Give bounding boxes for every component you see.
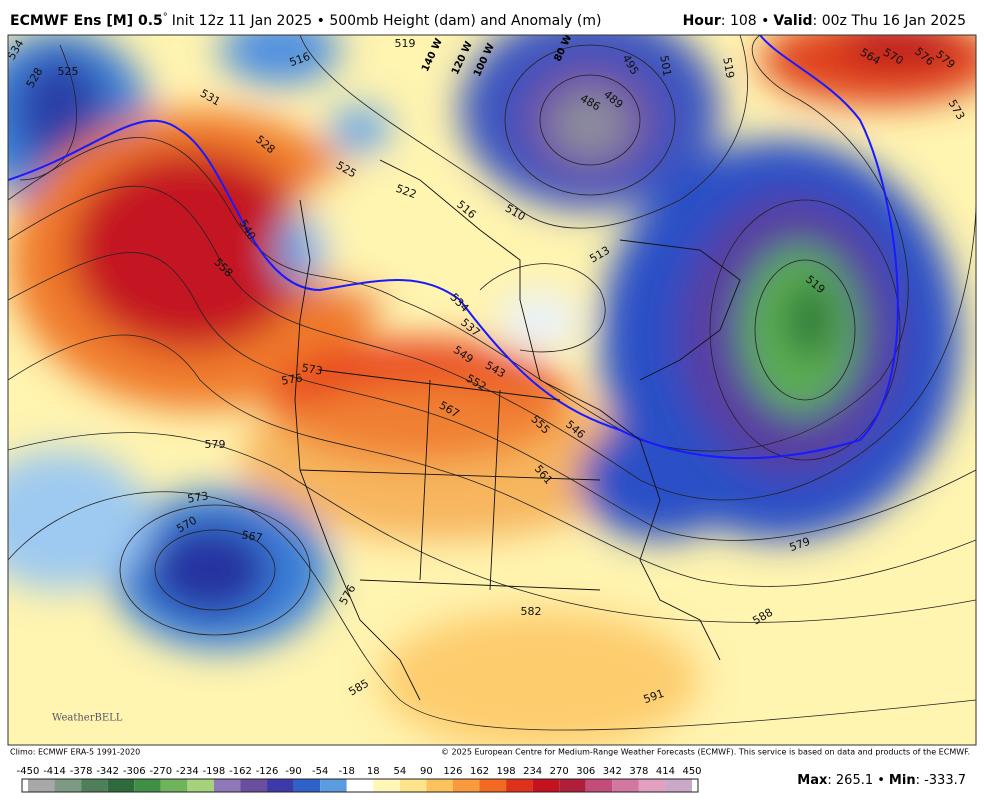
colorbar-tick-label: 162	[470, 766, 489, 777]
colorbar-tick-label: -18	[339, 766, 355, 777]
colorbar-tick-label: 450	[682, 766, 701, 777]
colorbar-swatch	[187, 779, 214, 792]
degree: °	[163, 12, 168, 23]
colorbar-swatch	[479, 779, 507, 792]
colorbar-swatch	[160, 779, 188, 792]
contour-label: 519	[720, 56, 736, 79]
colorbar-swatch	[134, 779, 161, 792]
colorbar-tick-label: -162	[229, 766, 252, 777]
colorbar-swatch	[320, 779, 347, 792]
colorbar-swatch	[54, 779, 82, 792]
contour-label: 501	[657, 54, 673, 77]
colorbar-tick-label: -54	[312, 766, 328, 777]
reference-contour	[8, 35, 899, 460]
borders	[294, 159, 741, 701]
colorbar-swatch	[585, 779, 613, 792]
header-right: Hour: 108 • Valid: 00z Thu 16 Jan 2025	[683, 13, 966, 29]
colorbar-swatch	[267, 779, 294, 792]
colorbar-swatch	[559, 779, 586, 792]
colorbar-tick-label: -306	[123, 766, 146, 777]
contour-label: 573	[186, 489, 209, 505]
contour-label: 567	[241, 528, 264, 544]
colorbar-tick-label: 90	[420, 766, 433, 777]
colorbar-frame	[21, 778, 699, 793]
contour-label: 519	[395, 37, 416, 50]
colorbar-tick-label: 198	[497, 766, 516, 777]
logo: WeatherBELL	[52, 713, 123, 724]
min-label: Min	[889, 773, 916, 788]
anomaly-shading	[8, 35, 976, 745]
colorbar-swatch	[638, 779, 666, 792]
colorbar-swatch	[81, 779, 108, 792]
colorbar-tick-label: 342	[603, 766, 622, 777]
climo-note: Climo: ECMWF ERA-5 1991-2020	[10, 748, 140, 757]
colorbar-tick-label: -378	[70, 766, 93, 777]
max: : 265.1 •	[827, 773, 885, 788]
colorbar-swatch	[665, 779, 692, 792]
colorbar-tick-label: 234	[523, 766, 542, 777]
max-label: Max	[797, 773, 828, 788]
copyright: © 2025 European Centre for Medium-Range …	[441, 748, 970, 757]
colorbar-swatch	[426, 779, 453, 792]
model-name: ECMWF Ens [M] 0.5	[10, 13, 163, 29]
colorbar-swatch	[532, 779, 560, 792]
contour-label: 576	[280, 371, 303, 387]
colorbar-tick-label: 414	[656, 766, 675, 777]
colorbar-swatch	[293, 779, 321, 792]
colorbar-tick-label: 18	[367, 766, 380, 777]
map-frame	[7, 34, 977, 746]
colorbar-tick-label: -90	[285, 766, 301, 777]
colorbar-tick-label: -270	[149, 766, 172, 777]
hour: : 108 •	[721, 13, 770, 29]
colorbar-tick-label: -198	[203, 766, 226, 777]
colorbar-swatch	[240, 779, 268, 792]
contour-label: 573	[301, 361, 324, 377]
contour-label: 525	[58, 65, 79, 78]
hour-label: Hour	[683, 13, 721, 29]
colorbar-tick-label: 378	[629, 766, 648, 777]
colorbar-swatch	[28, 779, 55, 792]
colorbar-tick-label: -450	[17, 766, 40, 777]
colorbar-tick-label: -414	[43, 766, 66, 777]
colorbar-swatch	[346, 779, 374, 792]
colorbar-tick-label: 270	[550, 766, 569, 777]
header-left: ECMWF Ens [M] 0.5° Init 12z 11 Jan 2025 •…	[10, 12, 601, 29]
colorbar-swatch	[506, 779, 533, 792]
valid: : 00z Thu 16 Jan 2025	[813, 13, 966, 29]
contour-label: 579	[205, 438, 226, 451]
colorbar-tick-label: 306	[576, 766, 595, 777]
colorbar: -450 -414 -378 -342 -306 -270 -234 -198 -162 -126…	[17, 766, 702, 793]
colorbar-tick-label: -342	[96, 766, 119, 777]
colorbar-swatch	[612, 779, 639, 792]
colorbar-swatch	[107, 779, 135, 792]
contour-label: 582	[521, 605, 542, 618]
min: : -333.7	[916, 773, 966, 788]
colorbar-tick-label: 126	[443, 766, 462, 777]
colorbar-swatch	[213, 779, 241, 792]
valid-label: Valid	[773, 13, 812, 29]
colorbar-tick-label: 54	[393, 766, 406, 777]
max-min: Max: 265.1 • Min: -333.7	[797, 773, 966, 788]
colorbar-swatch	[373, 779, 400, 792]
colorbar-tick-label: -126	[256, 766, 279, 777]
colorbar-swatch	[399, 779, 427, 792]
init-text: Init 12z 11 Jan 2025 • 500mb Height (dam…	[172, 13, 602, 29]
colorbar-tick-label: -234	[176, 766, 199, 777]
colorbar-swatch	[452, 779, 480, 792]
